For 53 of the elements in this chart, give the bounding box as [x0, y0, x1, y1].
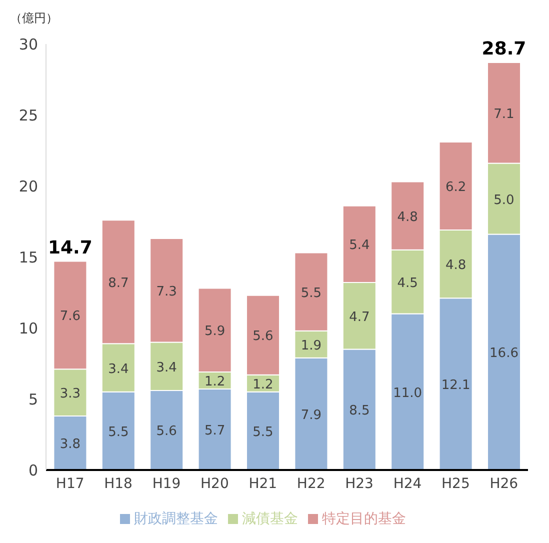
data-label: 5.5 [300, 286, 322, 301]
data-label: 4.5 [397, 276, 418, 291]
data-label: 8.7 [108, 276, 129, 291]
data-label: 4.8 [445, 258, 466, 274]
data-label: 4.8 [397, 210, 418, 225]
data-label: 4.7 [349, 310, 370, 325]
y-tick-label: 15 [18, 248, 38, 266]
data-label: 16.6 [490, 346, 518, 362]
data-label: 5.9 [204, 324, 226, 340]
data-label: 7.3 [156, 284, 177, 300]
x-tick-label: H19 [152, 476, 181, 492]
x-tick-label: H25 [442, 476, 470, 492]
data-label: 1.2 [204, 374, 226, 390]
data-label: 7.6 [60, 309, 81, 324]
legend-label: 減債基金 [242, 511, 298, 527]
y-tick-label: 20 [18, 177, 38, 196]
data-label: 5.6 [156, 424, 177, 440]
y-axis-title: （億円） [10, 10, 58, 27]
x-tick-label: H23 [345, 476, 374, 492]
data-label: 1.2 [252, 377, 274, 392]
x-tick-label: H26 [490, 476, 518, 492]
total-label: 14.7 [48, 237, 92, 258]
x-tick-label: H20 [200, 476, 229, 492]
x-tick-label: H22 [296, 476, 326, 492]
data-label: 1.9 [300, 338, 322, 354]
data-label: 7.1 [494, 106, 514, 122]
y-tick-label: 10 [18, 319, 38, 338]
data-label: 3.4 [108, 362, 129, 377]
data-label: 5.6 [252, 329, 274, 344]
x-tick-label: H17 [56, 476, 84, 492]
x-tick-label: H21 [248, 476, 278, 492]
data-label: 3.4 [156, 360, 177, 376]
data-label: 6.2 [445, 180, 466, 195]
data-label: 11.0 [393, 386, 422, 401]
data-label: 3.8 [60, 437, 81, 452]
data-label: 5.0 [494, 192, 514, 208]
y-tick-label: 25 [18, 106, 38, 124]
data-label: 8.5 [349, 404, 370, 419]
data-label: 5.5 [108, 424, 129, 440]
legend-label: 財政調整基金 [134, 511, 218, 527]
legend-label: 特定目的基金 [322, 511, 406, 527]
y-tick-label: 30 [18, 35, 38, 54]
y-tick-label: 0 [28, 461, 38, 480]
total-label: 28.7 [482, 38, 526, 60]
data-label: 12.1 [441, 378, 470, 394]
x-tick-label: H24 [393, 476, 422, 492]
data-label: 5.7 [204, 424, 226, 439]
x-tick-label: H18 [104, 476, 132, 492]
data-label: 3.3 [60, 386, 81, 402]
data-label: 5.5 [252, 424, 274, 440]
y-tick-label: 5 [28, 390, 38, 408]
data-label: 5.4 [349, 238, 370, 254]
data-label: 7.9 [300, 408, 322, 423]
